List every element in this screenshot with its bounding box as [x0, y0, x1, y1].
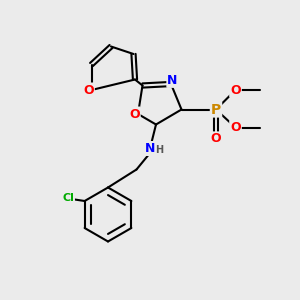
- Text: O: O: [230, 83, 241, 97]
- Text: O: O: [211, 132, 221, 146]
- Text: N: N: [167, 74, 178, 87]
- Text: H: H: [155, 145, 164, 155]
- Text: P: P: [211, 103, 221, 116]
- Text: O: O: [83, 83, 94, 97]
- Text: Cl: Cl: [62, 193, 74, 203]
- Text: O: O: [129, 107, 140, 121]
- Text: N: N: [145, 142, 155, 155]
- Text: O: O: [230, 121, 241, 134]
